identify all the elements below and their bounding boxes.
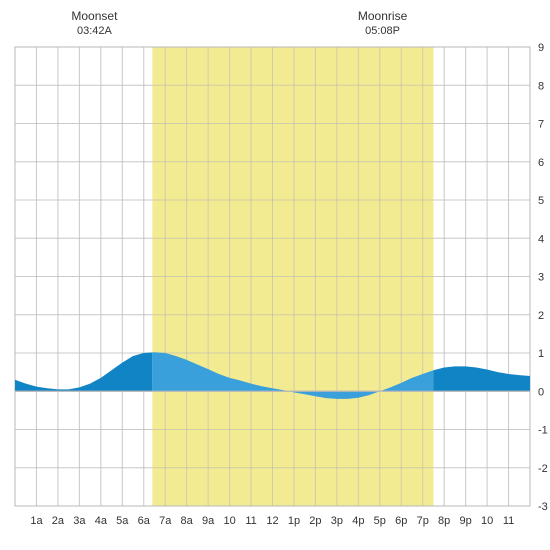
y-tick-label: -2 bbox=[538, 463, 548, 475]
x-tick-label: 8p bbox=[438, 515, 450, 527]
x-tick-label: 8a bbox=[181, 515, 194, 527]
y-tick-label: 2 bbox=[538, 310, 544, 322]
y-tick-label: -3 bbox=[538, 501, 548, 513]
x-tick-label: 6a bbox=[138, 515, 151, 527]
x-tick-label: 3p bbox=[331, 515, 343, 527]
y-tick-label: 9 bbox=[538, 42, 544, 54]
moonset-label: Moonset bbox=[71, 9, 118, 23]
x-tick-label: 5p bbox=[374, 515, 386, 527]
y-tick-label: 3 bbox=[538, 272, 544, 284]
x-tick-label: 4a bbox=[95, 515, 108, 527]
x-tick-label: 9p bbox=[460, 515, 472, 527]
x-tick-label: 6p bbox=[395, 515, 407, 527]
y-tick-label: 8 bbox=[538, 80, 544, 92]
y-tick-label: 1 bbox=[538, 348, 544, 360]
chart-svg: -3-2-101234567891a2a3a4a5a6a7a8a9a101112… bbox=[0, 0, 550, 550]
tide-chart: -3-2-101234567891a2a3a4a5a6a7a8a9a101112… bbox=[0, 0, 550, 550]
y-tick-label: -1 bbox=[538, 425, 548, 437]
x-tick-label: 11 bbox=[245, 515, 256, 527]
x-tick-label: 2p bbox=[309, 515, 321, 527]
x-tick-label: 7p bbox=[417, 515, 429, 527]
moonrise-time: 05:08P bbox=[365, 25, 400, 37]
y-tick-label: 5 bbox=[538, 195, 544, 207]
x-tick-label: 10 bbox=[223, 515, 235, 527]
y-tick-label: 0 bbox=[538, 386, 544, 398]
x-tick-label: 1p bbox=[288, 515, 300, 527]
x-tick-label: 11 bbox=[503, 515, 514, 527]
x-tick-label: 5a bbox=[116, 515, 129, 527]
x-axis: 1a 2a 3a 4a 5a 6a 7a 8a 9a 10 11 12 1p 2p 3p 4p 5p 6p 7p 8p… bbox=[30, 515, 514, 527]
y-tick-label: 6 bbox=[538, 157, 544, 169]
x-tick-label: 10 bbox=[481, 515, 493, 527]
y-tick-label: 7 bbox=[538, 119, 544, 131]
moonrise-label: Moonrise bbox=[358, 9, 408, 23]
x-tick-label: 7a bbox=[159, 515, 172, 527]
x-tick-label: 2a bbox=[52, 515, 65, 527]
moonset-time: 03:42A bbox=[77, 25, 113, 37]
x-tick-label: 12 bbox=[266, 515, 278, 527]
x-tick-label: 3a bbox=[73, 515, 86, 527]
x-tick-label: 1a bbox=[30, 515, 43, 527]
y-tick-label: 4 bbox=[538, 233, 544, 245]
x-tick-label: 4p bbox=[352, 515, 364, 527]
x-tick-label: 9a bbox=[202, 515, 215, 527]
